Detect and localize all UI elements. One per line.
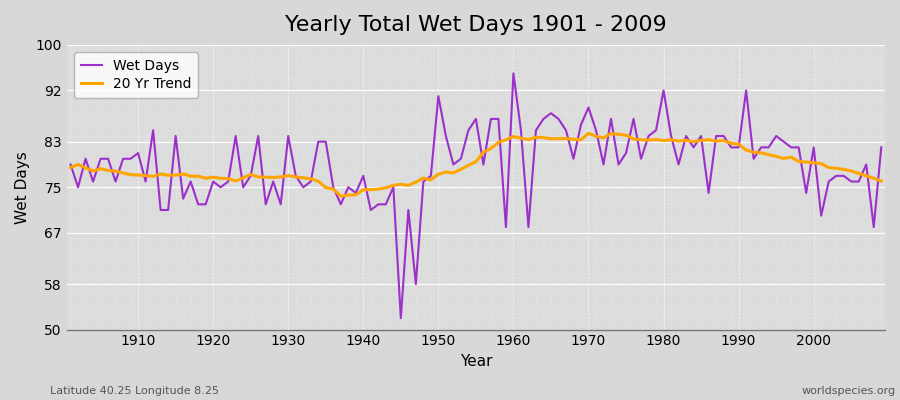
Wet Days <box>516 128 526 133</box>
X-axis label: Year: Year <box>460 354 492 369</box>
20 Yr Trend <box>125 172 136 177</box>
20 Yr Trend <box>336 194 346 198</box>
20 Yr Trend <box>516 136 526 140</box>
Wet Days <box>876 145 886 150</box>
20 Yr Trend <box>583 131 594 136</box>
20 Yr Trend <box>291 174 302 179</box>
Text: worldspecies.org: worldspecies.org <box>801 386 896 396</box>
Legend: Wet Days, 20 Yr Trend: Wet Days, 20 Yr Trend <box>74 52 198 98</box>
Text: Latitude 40.25 Longitude 8.25: Latitude 40.25 Longitude 8.25 <box>50 386 219 396</box>
Line: Wet Days: Wet Days <box>70 73 881 318</box>
Wet Days <box>291 174 302 178</box>
Wet Days <box>395 316 406 320</box>
Title: Yearly Total Wet Days 1901 - 2009: Yearly Total Wet Days 1901 - 2009 <box>285 15 667 35</box>
20 Yr Trend <box>508 134 518 139</box>
Y-axis label: Wet Days: Wet Days <box>15 151 30 224</box>
Wet Days <box>613 162 624 167</box>
20 Yr Trend <box>876 179 886 184</box>
Wet Days <box>508 71 518 76</box>
20 Yr Trend <box>343 193 354 198</box>
Line: 20 Yr Trend: 20 Yr Trend <box>70 133 881 196</box>
Wet Days <box>125 156 136 161</box>
20 Yr Trend <box>65 165 76 170</box>
Wet Days <box>523 225 534 230</box>
20 Yr Trend <box>613 132 624 137</box>
Wet Days <box>336 202 346 207</box>
Wet Days <box>65 162 76 167</box>
